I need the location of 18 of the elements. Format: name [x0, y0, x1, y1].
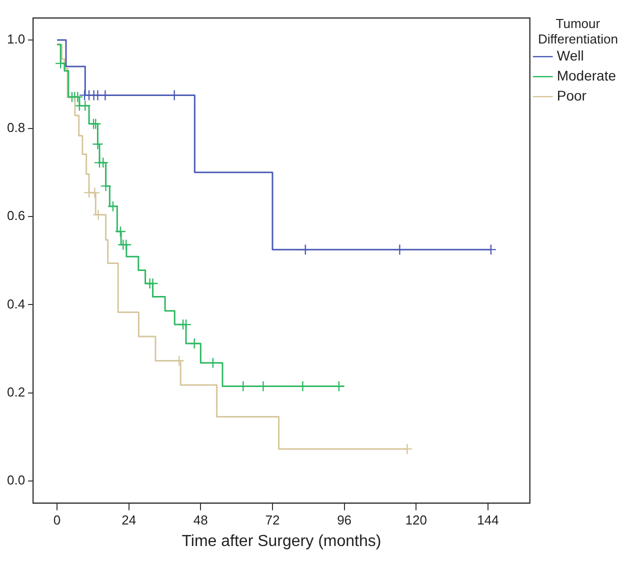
y-tick-label: 0.6 — [6, 208, 26, 224]
y-tick-label: 0.4 — [6, 296, 26, 312]
y-tick-label: 0.0 — [6, 472, 26, 488]
y-tick-label: 0.8 — [6, 120, 26, 135]
x-tick-label: 0 — [53, 512, 61, 528]
x-tick-label: 24 — [122, 512, 136, 528]
x-tick-label: 96 — [337, 512, 352, 528]
legend-label: Moderate — [556, 67, 616, 84]
x-tick-label: 144 — [477, 512, 499, 528]
x-tick-label: 120 — [405, 512, 427, 528]
y-tick-label: 1.0 — [6, 32, 26, 47]
y-tick-label: 0.2 — [6, 384, 26, 400]
legend-label: Poor — [556, 87, 587, 104]
x-axis-title: Time after Surgery (months) — [182, 532, 382, 550]
legend-label: Well — [556, 47, 584, 64]
x-tick-label: 48 — [193, 512, 208, 528]
x-tick-label: 72 — [265, 512, 280, 528]
legend-title: Tumour Differentiation — [538, 16, 618, 47]
